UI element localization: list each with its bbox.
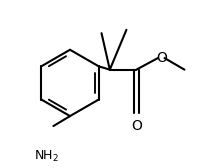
Text: NH$_2$: NH$_2$	[34, 149, 59, 164]
Text: O: O	[156, 51, 167, 65]
Text: O: O	[131, 119, 142, 133]
